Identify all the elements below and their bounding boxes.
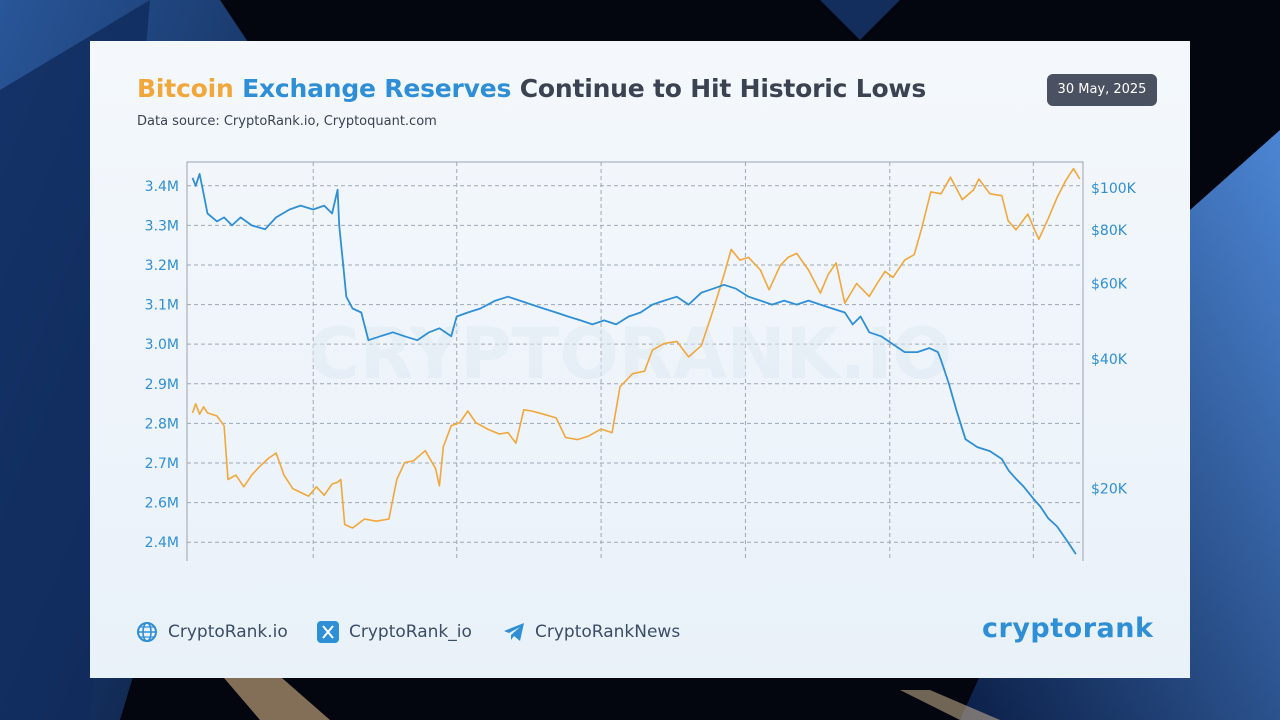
x-logo-icon — [317, 621, 339, 643]
chart-card: Bitcoin Exchange Reserves Continue to Hi… — [90, 41, 1190, 678]
footer-telegram-label: CryptoRankNews — [535, 622, 681, 642]
plot-frame — [186, 161, 1084, 561]
brand-logo: cryptorank — [982, 613, 1154, 644]
left-axis-tick-label: 3.0M — [145, 337, 179, 353]
telegram-icon — [504, 623, 524, 641]
left-axis-tick-label: 3.2M — [145, 258, 179, 274]
right-axis-tick-label: $40K — [1091, 352, 1128, 368]
left-axis-tick-label: 2.6M — [145, 496, 179, 512]
globe-icon — [137, 622, 157, 642]
chart-title: Bitcoin Exchange Reserves Continue to Hi… — [137, 74, 926, 103]
title-exchange-reserves: Exchange Reserves — [242, 74, 512, 103]
right-axis-tick-label: $60K — [1091, 276, 1128, 292]
exchange-reserves-line — [191, 173, 1077, 555]
left-axis-tick-label: 3.1M — [145, 298, 179, 314]
left-axis-tick-label: 2.8M — [145, 416, 179, 432]
chart: CRYPTORANK.IO 3.4M 3.3M 3.2M 3.1M 3.0M 2.9M 2.… — [145, 161, 1137, 561]
footer-website[interactable]: CryptoRank.io — [136, 619, 288, 645]
chart-grid — [187, 162, 1083, 561]
left-axis-tick-label: 2.7M — [145, 456, 179, 472]
right-axis-tick-label: $20K — [1091, 482, 1128, 498]
right-axis-labels: $100K $80K $60K $40K $20K — [1091, 181, 1137, 498]
left-axis-tick-label: 3.3M — [145, 218, 179, 234]
left-axis-tick-label: 3.4M — [145, 179, 179, 195]
left-axis-labels: 3.4M 3.3M 3.2M 3.1M 3.0M 2.9M 2.8M 2.7M 2.6M 2.4M — [145, 179, 179, 551]
data-source: Data source: CryptoRank.io, Cryptoquant.… — [137, 114, 437, 129]
right-axis-tick-label: $100K — [1091, 181, 1137, 197]
right-axis-tick-label: $80K — [1091, 223, 1128, 239]
footer-telegram[interactable]: CryptoRankNews — [503, 619, 680, 645]
title-rest: Continue to Hit Historic Lows — [519, 74, 927, 103]
date-badge: 30 May, 2025 — [1047, 74, 1157, 106]
left-axis-tick-label: 2.9M — [145, 377, 179, 393]
footer-website-label: CryptoRank.io — [168, 622, 288, 642]
watermark: CRYPTORANK.IO — [308, 313, 952, 395]
bitcoin-price-line — [191, 167, 1081, 529]
footer-x-label: CryptoRank_io — [349, 622, 472, 642]
footer-x[interactable]: CryptoRank_io — [317, 619, 472, 645]
left-axis-tick-label: 2.4M — [145, 535, 179, 551]
title-bitcoin: Bitcoin — [137, 74, 234, 103]
